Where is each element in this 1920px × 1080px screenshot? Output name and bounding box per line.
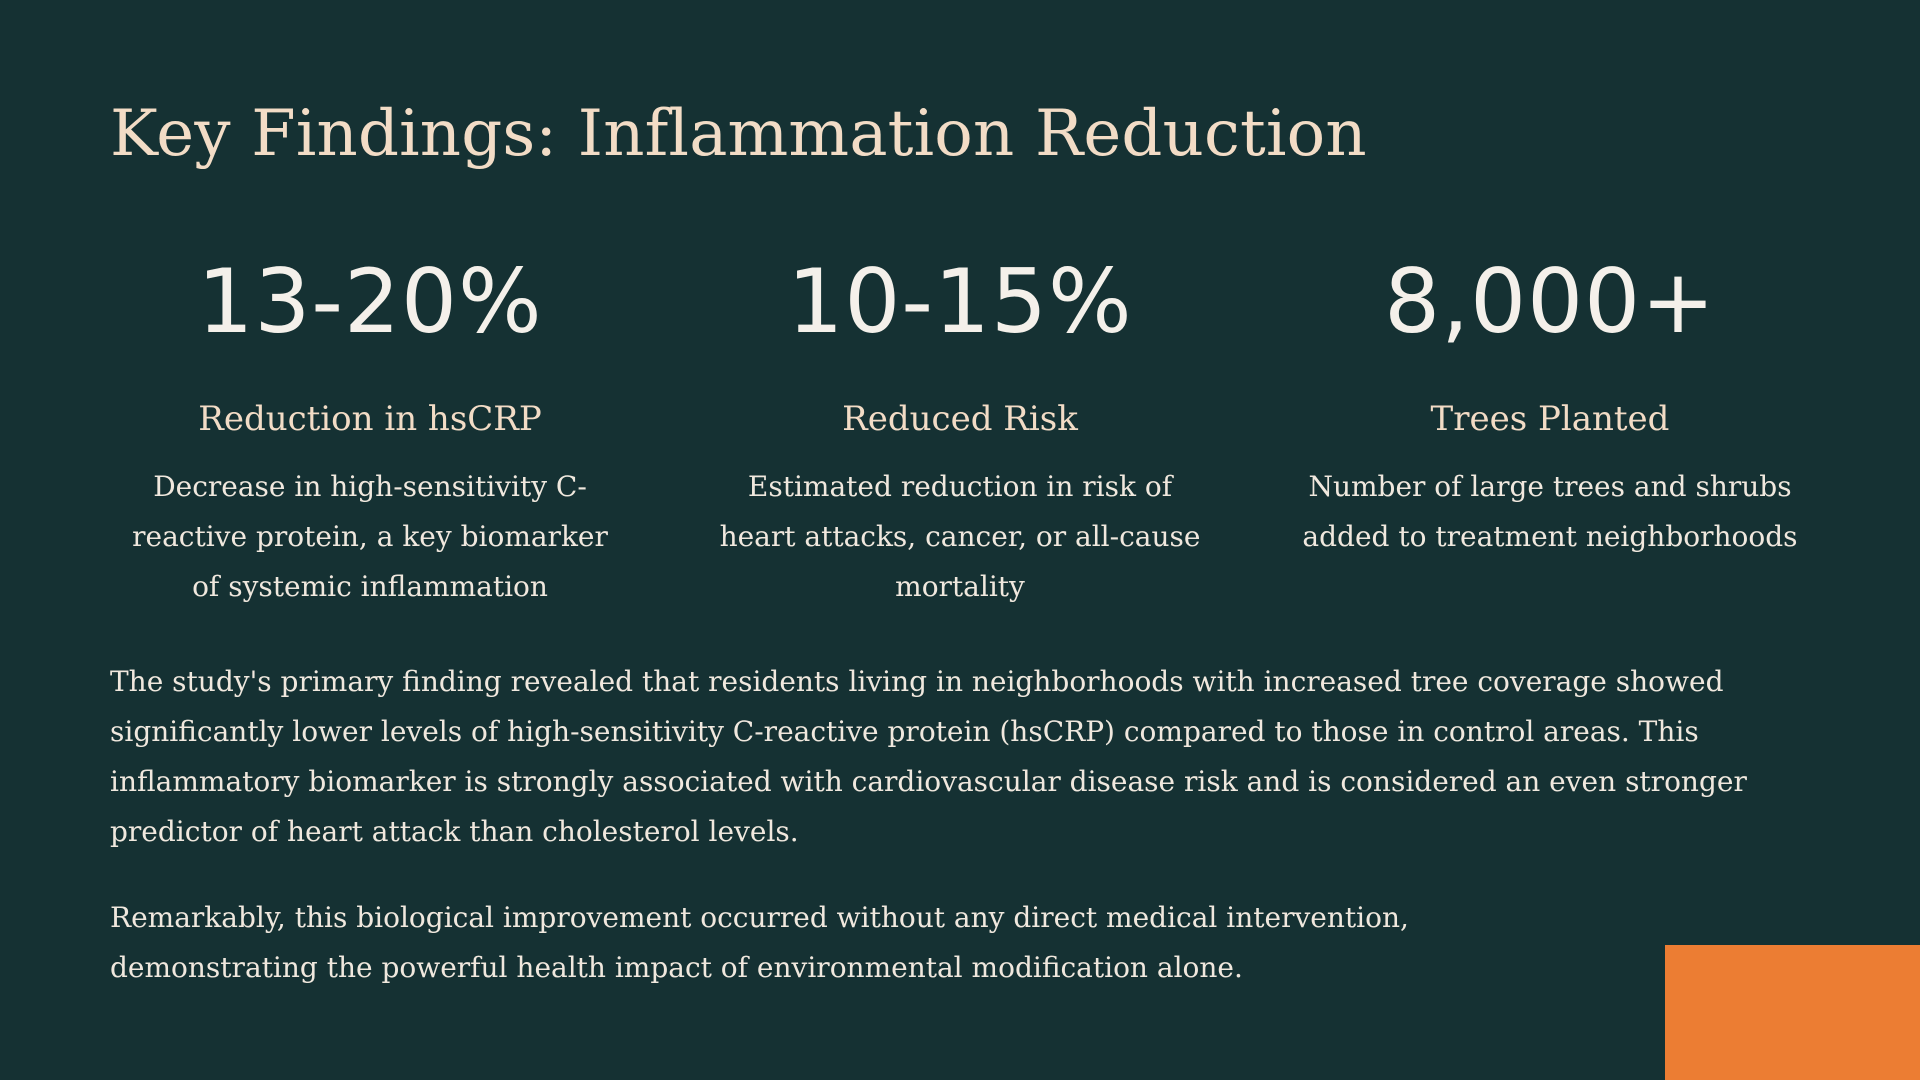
stat-description: Estimated reduction in risk of heart att… <box>719 470 1201 603</box>
stat-label: Reduced Risk <box>842 399 1078 439</box>
stats-row: 13-20% Reduction in hsCRP Decrease in hi… <box>110 252 1810 612</box>
stat-value: 8,000+ <box>1384 250 1716 353</box>
accent-block <box>1665 945 1920 1080</box>
slide-title: Key Findings: Inflammation Reduction <box>110 97 1367 171</box>
stat-label: Reduction in hsCRP <box>198 399 542 439</box>
stat-label: Trees Planted <box>1430 399 1670 439</box>
paragraph: Remarkably, this biological improvement … <box>110 901 1409 984</box>
body-text: The study's primary finding revealed tha… <box>110 657 1750 1029</box>
stat-value: 13-20% <box>197 250 543 353</box>
stat-hscrp: 13-20% Reduction in hsCRP Decrease in hi… <box>110 252 630 612</box>
stat-trees: 8,000+ Trees Planted Number of large tre… <box>1290 252 1810 612</box>
paragraph: The study's primary finding revealed tha… <box>110 665 1747 848</box>
stat-value: 10-15% <box>787 250 1133 353</box>
stat-risk: 10-15% Reduced Risk Estimated reduction … <box>700 252 1220 612</box>
stat-description: Number of large trees and shrubs added t… <box>1302 470 1798 553</box>
stat-description: Decrease in high-sensitivity C-reactive … <box>132 470 608 603</box>
